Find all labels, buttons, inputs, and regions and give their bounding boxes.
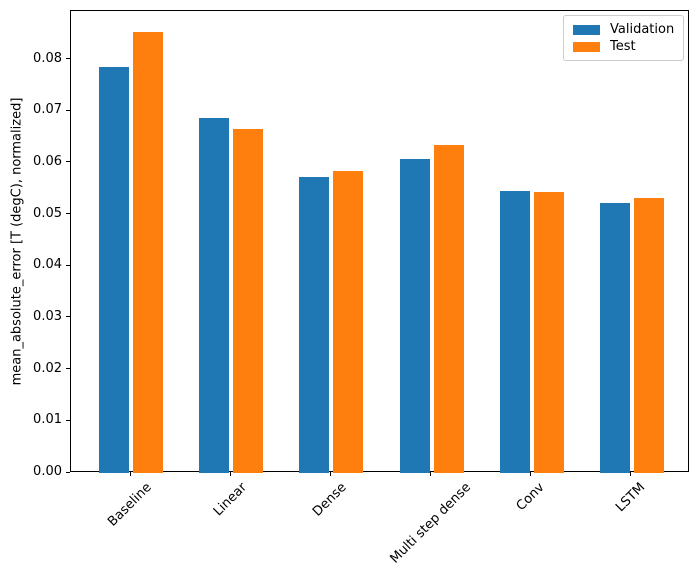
legend-label-test: Test bbox=[610, 39, 636, 54]
y-tick-label: 0.05 bbox=[33, 205, 62, 221]
bar-validation-dense bbox=[299, 176, 330, 473]
y-tick-label: 0.07 bbox=[33, 102, 62, 118]
legend-item-validation: Validation bbox=[573, 21, 674, 38]
bar-validation-conv bbox=[499, 191, 530, 473]
y-tick-label: 0.01 bbox=[33, 412, 62, 428]
x-tick-label-multi-step-dense: Multi step dense bbox=[387, 480, 474, 567]
x-tick-mark bbox=[430, 472, 432, 476]
y-tick-label: 0.02 bbox=[33, 360, 62, 376]
legend-label-validation: Validation bbox=[610, 22, 675, 37]
bar-test-conv bbox=[533, 192, 564, 473]
bar-test-dense bbox=[333, 171, 364, 473]
legend-item-test: Test bbox=[573, 38, 674, 55]
bar-validation-multi-step-dense bbox=[399, 159, 430, 473]
y-tick-mark bbox=[66, 213, 70, 215]
bar-validation-linear bbox=[199, 117, 230, 473]
x-tick-mark bbox=[229, 472, 231, 476]
x-tick-label-lstm: LSTM bbox=[612, 480, 648, 516]
bar-validation-lstm bbox=[599, 202, 630, 473]
y-tick-mark bbox=[66, 471, 70, 473]
x-tick-mark bbox=[129, 472, 131, 476]
plot-area bbox=[70, 10, 689, 473]
x-tick-mark bbox=[630, 472, 632, 476]
bar-validation-baseline bbox=[99, 67, 130, 473]
bar-test-linear bbox=[233, 129, 264, 473]
y-tick-label: 0.04 bbox=[33, 257, 62, 273]
bar-test-lstm bbox=[633, 197, 664, 473]
x-tick-label-baseline: Baseline bbox=[105, 480, 155, 530]
y-tick-mark bbox=[66, 316, 70, 318]
y-tick-mark bbox=[66, 264, 70, 266]
y-tick-mark bbox=[66, 419, 70, 421]
x-tick-mark bbox=[530, 472, 532, 476]
x-tick-label-linear: Linear bbox=[210, 480, 250, 520]
legend-swatch-validation-icon bbox=[573, 24, 600, 35]
bar-test-baseline bbox=[133, 32, 164, 473]
x-tick-label-conv: Conv bbox=[513, 480, 548, 514]
y-tick-mark bbox=[66, 58, 70, 60]
y-tick-mark bbox=[66, 368, 70, 370]
bar-test-multi-step-dense bbox=[433, 145, 464, 473]
y-tick-mark bbox=[66, 161, 70, 163]
y-axis-label: mean_absolute_error [T (degC), normalize… bbox=[9, 97, 25, 385]
legend: Validation Test bbox=[563, 15, 685, 61]
legend-swatch-test-icon bbox=[573, 41, 600, 52]
y-axis-label-container: mean_absolute_error [T (degC), normalize… bbox=[0, 10, 34, 472]
y-tick-label: 0.08 bbox=[33, 50, 62, 66]
y-tick-label: 0.03 bbox=[33, 308, 62, 324]
y-tick-label: 0.06 bbox=[33, 153, 62, 169]
x-tick-mark bbox=[329, 472, 331, 476]
x-tick-label-dense: Dense bbox=[310, 480, 350, 520]
y-tick-mark bbox=[66, 109, 70, 111]
y-tick-label: 0.00 bbox=[33, 464, 62, 479]
